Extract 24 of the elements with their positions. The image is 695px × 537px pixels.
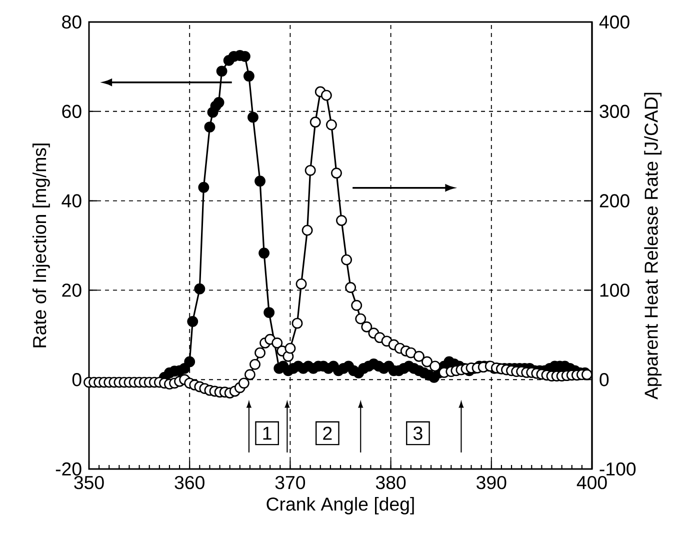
y-tick-label: 20	[62, 284, 82, 297]
y2-tick-label: 200	[600, 194, 630, 208]
annotation: 2	[323, 426, 332, 440]
y-tick-label: 60	[62, 104, 82, 118]
y-tick-label: 80	[62, 15, 82, 29]
y2-tick-label: -100	[600, 462, 636, 476]
y2-tick-label: 0	[600, 372, 609, 386]
y2-tick-label: 400	[599, 15, 630, 29]
annotation: 3	[413, 426, 422, 440]
x-tick-label: 380	[376, 476, 406, 490]
y-tick-label: 40	[62, 194, 82, 208]
y2-tick-label: 100	[600, 284, 630, 297]
annotation: 1	[263, 426, 272, 440]
y2-tick-label: 300	[600, 104, 630, 118]
x-tick-label: 360	[174, 476, 204, 490]
x-tick-label: 390	[476, 476, 506, 490]
x-axis-title: Crank Angle [deg]	[266, 497, 414, 514]
y-tick-label: -20	[56, 462, 82, 476]
y-tick-label: 0	[72, 372, 82, 386]
y-axis-title: Rate of Injection [mg/ms]	[32, 144, 50, 348]
x-tick-label: 350	[74, 476, 104, 490]
x-tick-label: 400	[576, 476, 607, 490]
y2-axis-title: Apparent Heat Release Rate [J/CAD]	[644, 92, 662, 400]
x-tick-label: 370	[275, 476, 306, 490]
